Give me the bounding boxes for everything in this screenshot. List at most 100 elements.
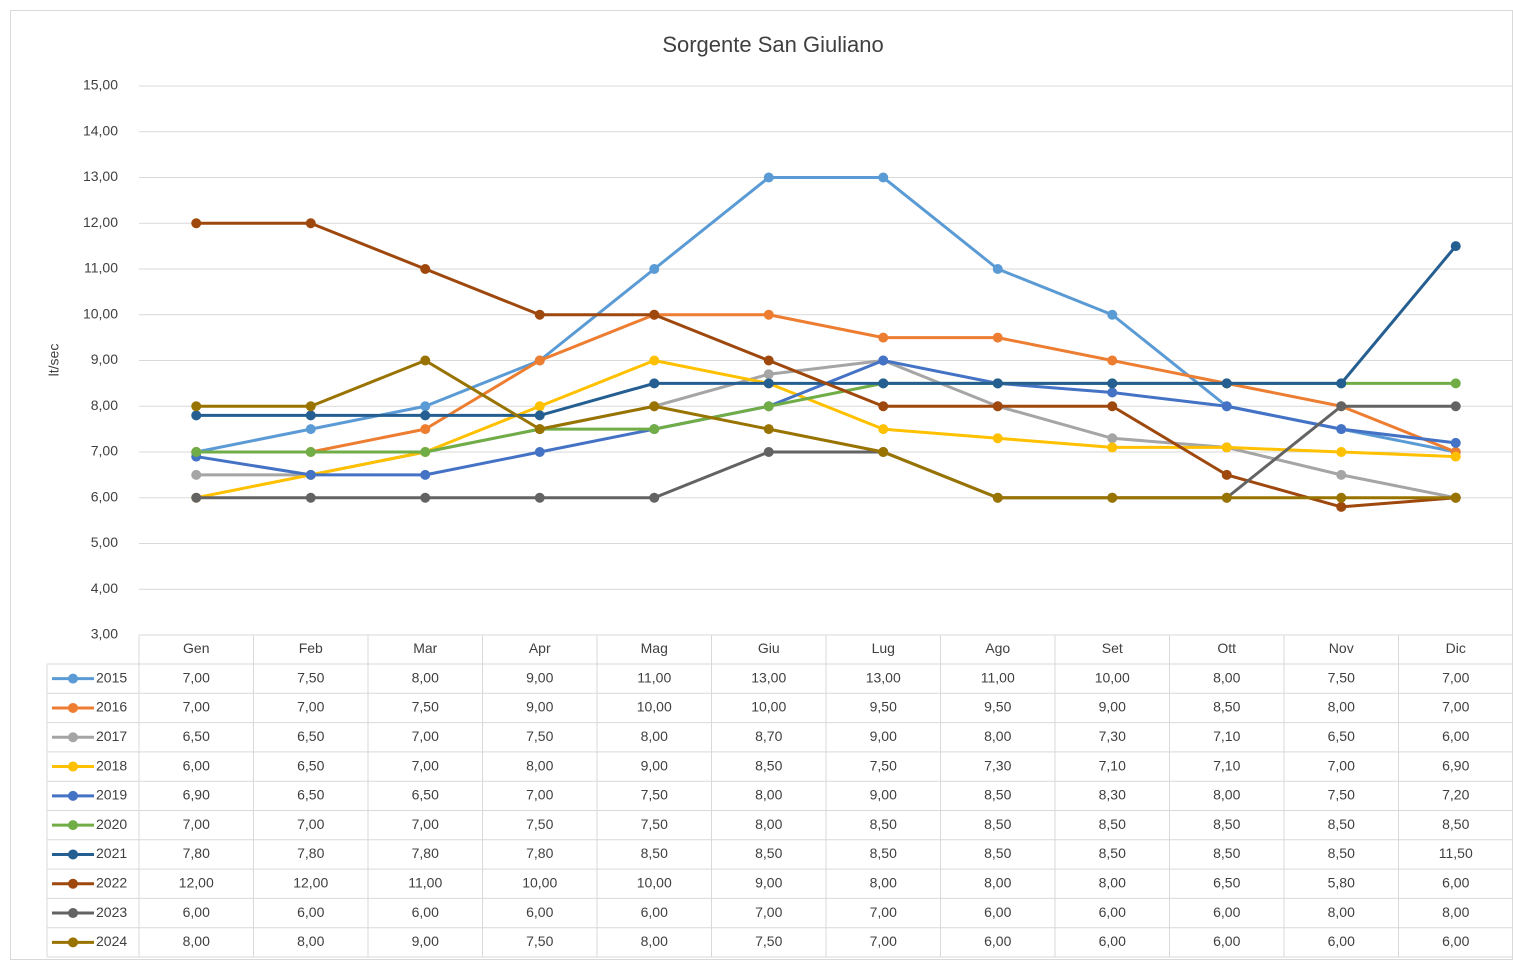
legend-key bbox=[68, 702, 78, 713]
table-cell: 7,00 bbox=[183, 699, 210, 715]
table-cell: 8,50 bbox=[984, 787, 1011, 803]
x-tick-label: Nov bbox=[1329, 640, 1354, 656]
table-cell: 6,00 bbox=[1213, 933, 1240, 949]
point bbox=[649, 264, 660, 274]
table-cell: 8,00 bbox=[1328, 904, 1355, 920]
table-cell: 7,10 bbox=[1099, 757, 1126, 773]
x-tick-label: Lug bbox=[872, 640, 895, 656]
table-cell: 6,00 bbox=[1213, 904, 1240, 920]
point bbox=[420, 469, 431, 480]
point bbox=[1221, 492, 1232, 503]
point bbox=[420, 410, 431, 421]
table-cell: 8,00 bbox=[1213, 787, 1240, 803]
table-cell: 7,00 bbox=[526, 787, 553, 803]
legend-key bbox=[68, 820, 78, 831]
table-cell: 8,50 bbox=[1442, 816, 1469, 832]
series-line bbox=[196, 313, 1457, 454]
point bbox=[878, 424, 889, 435]
series-line bbox=[196, 359, 1456, 500]
point bbox=[305, 401, 316, 412]
legend-key bbox=[68, 790, 78, 801]
table-cell: 7,00 bbox=[412, 728, 439, 744]
table-cell: 8,00 bbox=[984, 728, 1011, 744]
table-cell: 8,50 bbox=[755, 845, 782, 861]
point bbox=[534, 424, 545, 435]
table-cell: 7,50 bbox=[641, 787, 668, 803]
y-tick-label: 3,00 bbox=[91, 626, 118, 642]
table-cell: 5,80 bbox=[1328, 874, 1355, 890]
table-cell: 12,00 bbox=[293, 874, 328, 890]
point bbox=[191, 401, 202, 412]
x-tick-label: Mar bbox=[413, 640, 437, 656]
table-cell: 10,00 bbox=[522, 874, 557, 890]
table-cell: 7,00 bbox=[1442, 669, 1469, 685]
point bbox=[305, 447, 316, 457]
table-cell: 9,00 bbox=[526, 699, 553, 715]
table-cell: 8,00 bbox=[870, 874, 897, 890]
table-cell: 7,50 bbox=[526, 933, 553, 949]
point bbox=[1336, 401, 1347, 412]
legend-key bbox=[68, 937, 78, 948]
x-tick-label: Dic bbox=[1446, 640, 1466, 656]
point bbox=[191, 447, 202, 457]
legend-label: 2020 bbox=[96, 816, 127, 832]
table-cell: 10,00 bbox=[637, 699, 672, 715]
point bbox=[534, 355, 545, 366]
point bbox=[992, 264, 1003, 274]
table-cell: 8,50 bbox=[1099, 816, 1126, 832]
table-cell: 6,00 bbox=[984, 904, 1011, 920]
table-cell: 8,00 bbox=[755, 816, 782, 832]
table-cell: 9,00 bbox=[870, 728, 897, 744]
point bbox=[1107, 433, 1118, 444]
table-cell: 8,50 bbox=[984, 816, 1011, 832]
table-cell: 6,50 bbox=[412, 787, 439, 803]
point bbox=[1450, 378, 1461, 389]
y-tick-label: 11,00 bbox=[84, 260, 118, 276]
table-cell: 11,50 bbox=[1439, 845, 1473, 861]
point bbox=[878, 447, 889, 457]
point bbox=[649, 355, 660, 366]
y-tick-label: 10,00 bbox=[83, 305, 118, 321]
point bbox=[305, 469, 316, 480]
point bbox=[191, 492, 202, 503]
table-cell: 12,00 bbox=[179, 874, 214, 890]
table-cell: 7,10 bbox=[1213, 757, 1240, 773]
point bbox=[534, 492, 545, 503]
table-cell: 8,00 bbox=[641, 728, 668, 744]
x-tick-label: Gen bbox=[183, 640, 209, 656]
table-cell: 7,00 bbox=[1442, 699, 1469, 715]
table-cell: 7,00 bbox=[870, 904, 897, 920]
y-tick-label: 14,00 bbox=[83, 122, 118, 138]
legend-label: 2015 bbox=[96, 669, 127, 685]
point bbox=[763, 309, 774, 320]
point bbox=[763, 369, 774, 380]
legend-label: 2018 bbox=[96, 757, 127, 773]
table-cell: 7,00 bbox=[755, 904, 782, 920]
y-tick-label: 9,00 bbox=[91, 351, 118, 367]
table-cell: 6,00 bbox=[1442, 933, 1469, 949]
y-tick-label: 8,00 bbox=[91, 397, 118, 413]
point bbox=[1336, 492, 1347, 503]
table-cell: 6,00 bbox=[1442, 874, 1469, 890]
table-cell: 7,50 bbox=[641, 816, 668, 832]
table-cell: 8,00 bbox=[526, 757, 553, 773]
point bbox=[420, 447, 431, 457]
legend-key bbox=[68, 673, 78, 684]
table-cell: 8,50 bbox=[984, 845, 1011, 861]
y-tick-label: 12,00 bbox=[83, 214, 118, 230]
point bbox=[992, 378, 1003, 389]
table-cell: 7,00 bbox=[870, 933, 897, 949]
point bbox=[191, 469, 202, 480]
legend-label: 2021 bbox=[96, 845, 127, 861]
x-tick-label: Ago bbox=[985, 640, 1010, 656]
point bbox=[1336, 447, 1347, 457]
table-cell: 7,80 bbox=[183, 845, 210, 861]
x-tick-label: Giu bbox=[758, 640, 780, 656]
table-cell: 11,00 bbox=[637, 669, 671, 685]
table-cell: 7,00 bbox=[183, 816, 210, 832]
table-cell: 7,00 bbox=[183, 669, 210, 685]
table-cell: 9,00 bbox=[1099, 699, 1126, 715]
table-cell: 7,50 bbox=[526, 728, 553, 744]
table-cell: 10,00 bbox=[637, 874, 672, 890]
table-cell: 7,50 bbox=[870, 757, 897, 773]
